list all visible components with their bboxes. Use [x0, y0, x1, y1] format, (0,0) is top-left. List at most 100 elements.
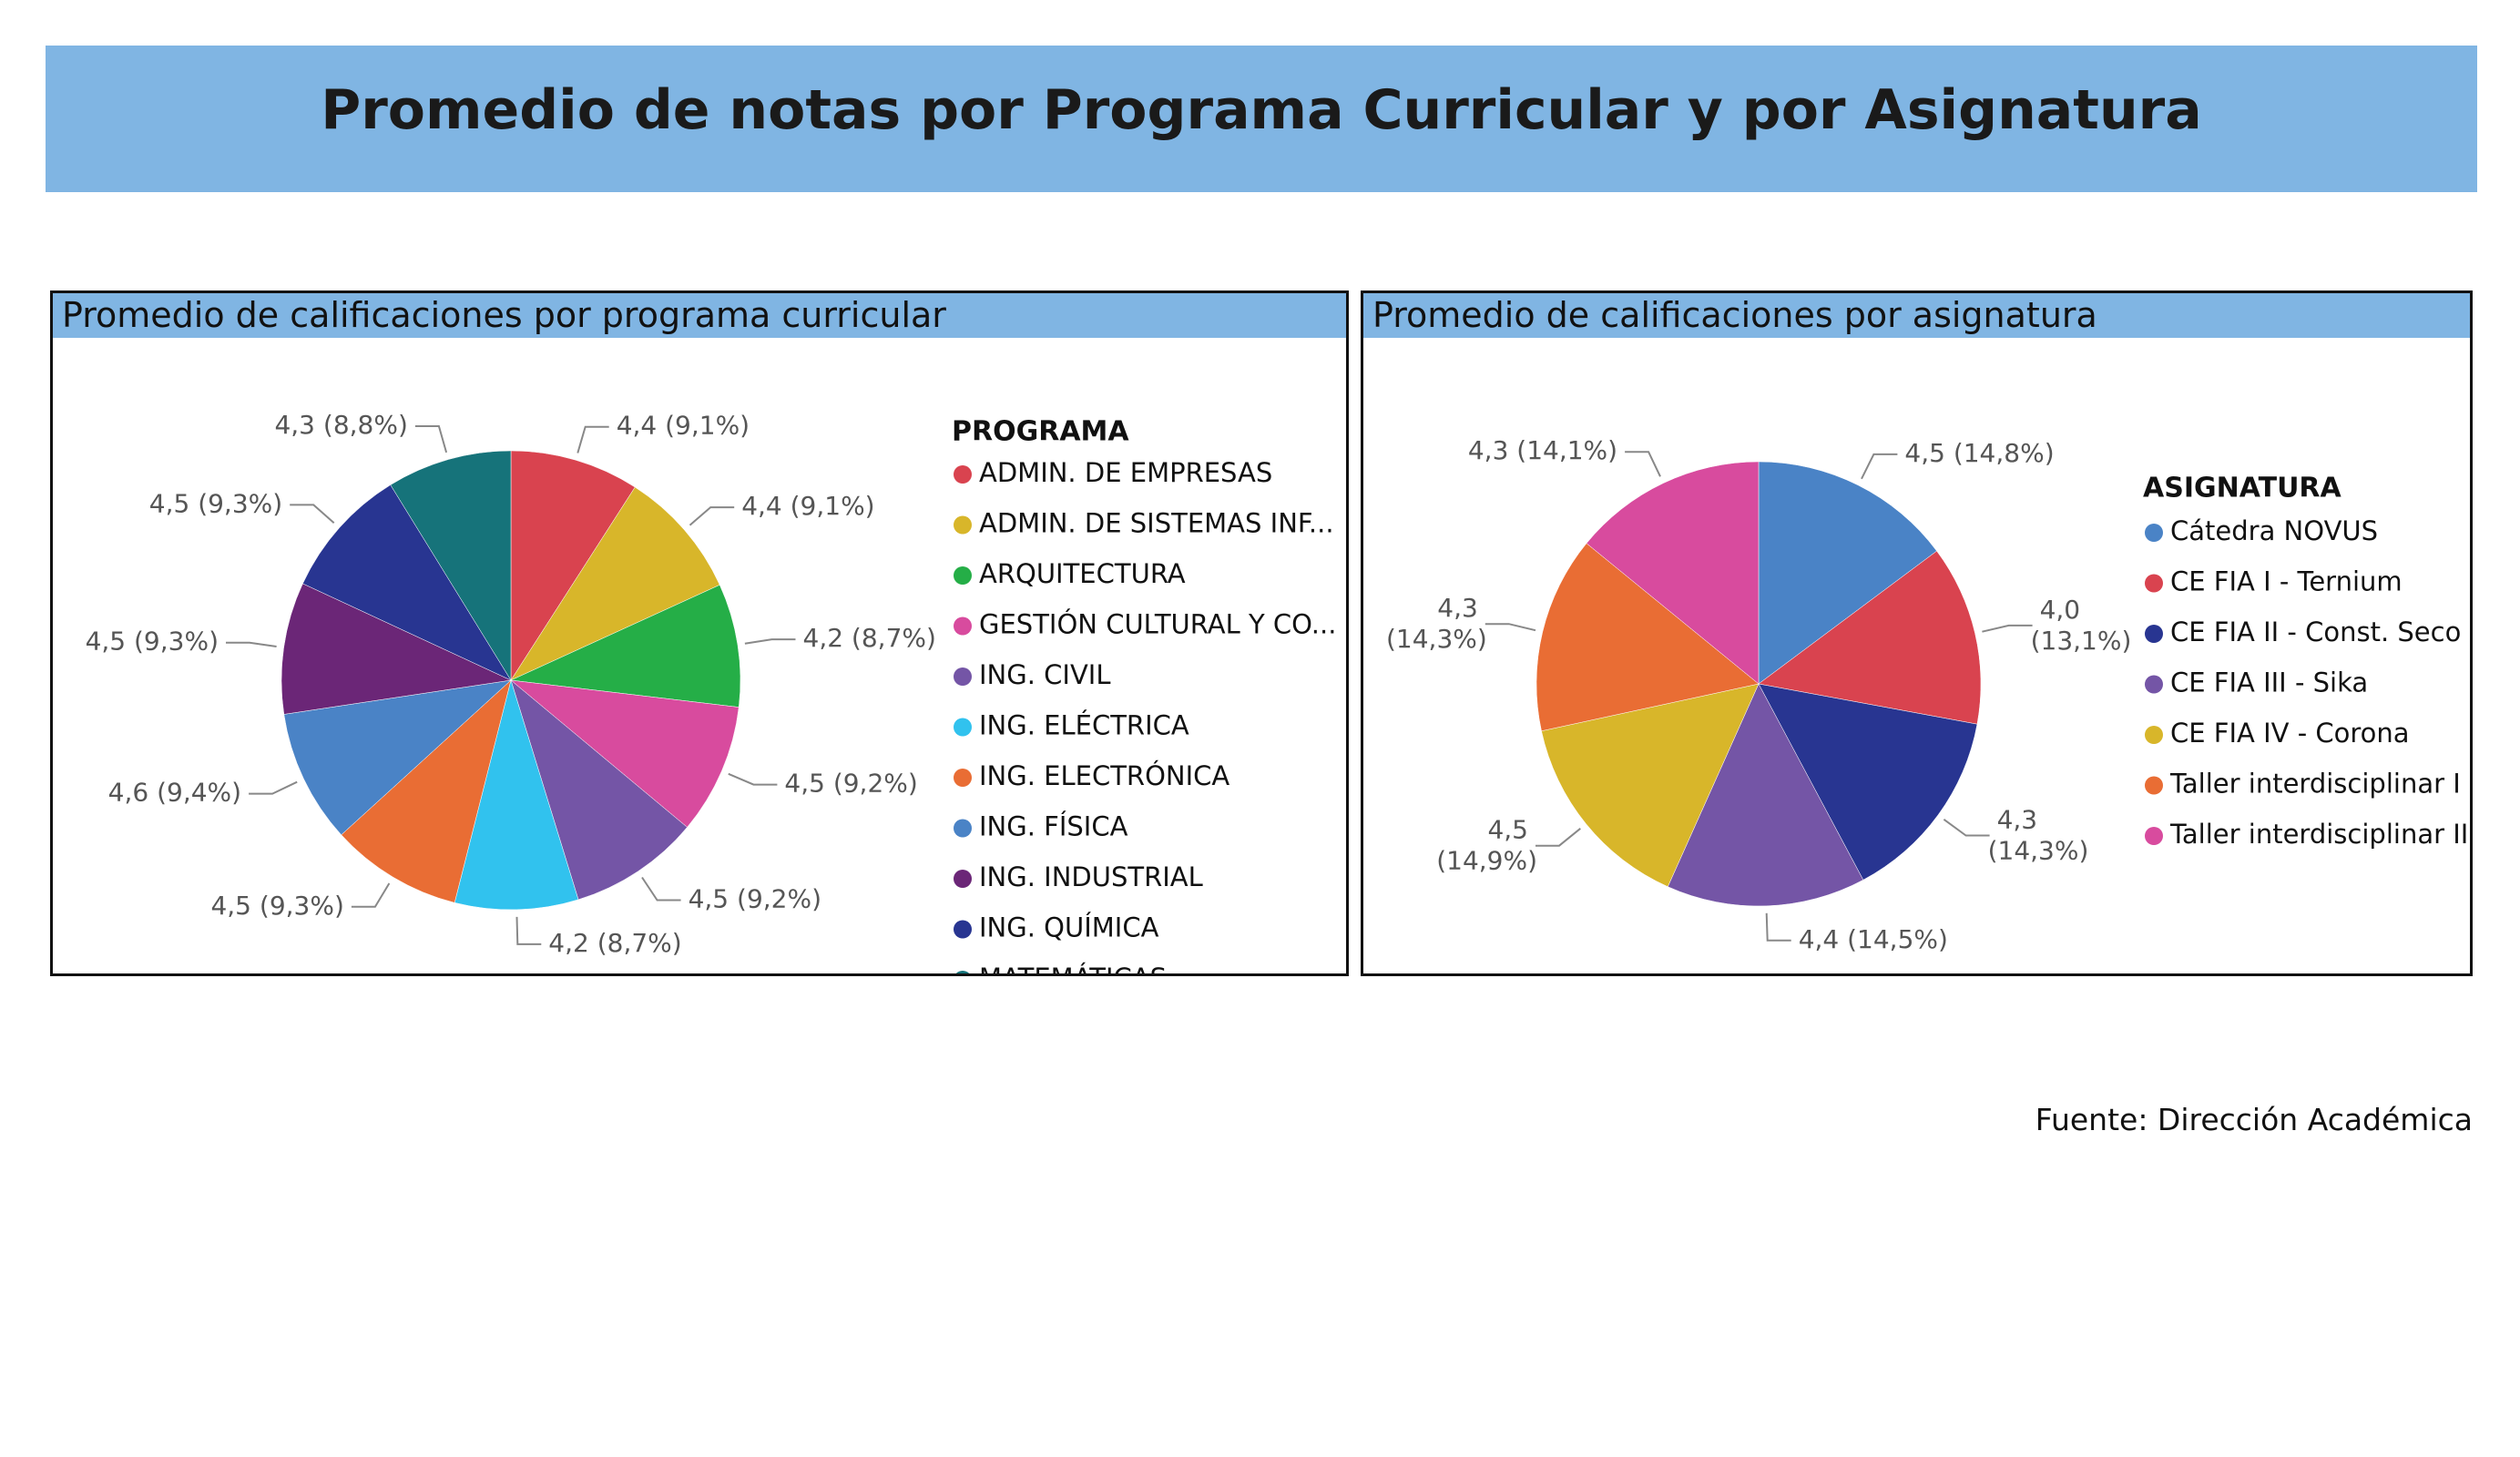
legend-swatch: [2145, 574, 2163, 593]
pie-slice[interactable]: [390, 450, 512, 681]
legend-item[interactable]: ING. ELECTRÓNICA: [979, 760, 1229, 791]
legend-item[interactable]: CE FIA IV - Corona: [2170, 718, 2410, 749]
pie-slice[interactable]: [510, 679, 740, 828]
legend-item[interactable]: Taller interdisciplinar I: [2169, 769, 2461, 800]
label-leader-line: [641, 876, 681, 902]
label-leader-line: [1943, 818, 1990, 837]
pie-slice[interactable]: [510, 584, 741, 708]
data-label: 4,3 (14,1%): [1468, 435, 1617, 465]
legend-swatch: [954, 819, 972, 838]
pie-slice[interactable]: [341, 679, 512, 903]
data-label: 4,5 (9,3%): [149, 488, 282, 518]
legend-item[interactable]: CE FIA I - Ternium: [2170, 566, 2403, 597]
pie-slice[interactable]: [1758, 550, 1982, 725]
label-leader-line: [290, 504, 335, 525]
data-label: 4,5 (14,8%): [1904, 438, 2054, 468]
data-label: 4,4 (14,5%): [1799, 924, 1948, 954]
pie-slice[interactable]: [1541, 683, 1760, 888]
legend-swatch: [954, 616, 972, 636]
header-banner: Promedio de notas por Programa Curricula…: [46, 46, 2477, 192]
data-label: 4,5 (14,9%): [1436, 815, 1537, 876]
pie-slice[interactable]: [1758, 461, 1937, 685]
legend-item[interactable]: MATEMÁTICAS: [979, 963, 1167, 973]
label-leader-line: [689, 506, 735, 526]
pie-slice[interactable]: [454, 679, 579, 911]
pie-chart-asignatura: 4,5 (14,8%) 4,0 (13,1%) 4,3 (14,3%) 4,4 (14,5…: [1386, 435, 2468, 954]
data-label: 4,3 (14,3%): [1386, 593, 1487, 654]
label-leader-line: [728, 772, 778, 786]
legend-swatch: [2145, 776, 2163, 795]
data-label: 4,4 (9,1%): [617, 411, 750, 441]
legend-swatch: [2145, 827, 2163, 845]
pie-slice[interactable]: [281, 583, 512, 715]
pie-slice[interactable]: [302, 484, 512, 681]
pie-slice[interactable]: [510, 486, 720, 681]
label-leader-line: [1861, 453, 1898, 480]
legend-item[interactable]: ADMIN. DE EMPRESAS: [979, 457, 1272, 488]
label-leader-line: [515, 916, 542, 945]
pie-slice[interactable]: [283, 679, 512, 836]
legend-swatch: [954, 515, 972, 535]
legend-swatch: [954, 920, 972, 939]
label-leader-line: [249, 780, 298, 795]
legend-item[interactable]: ING. FÍSICA: [979, 811, 1128, 842]
legend-item[interactable]: ING. INDUSTRIAL: [979, 861, 1203, 892]
legend-item[interactable]: Cátedra NOVUS: [2170, 515, 2378, 546]
chart-title: Promedio de calificaciones por asignatur…: [1363, 293, 2470, 338]
data-label: 4,2 (8,7%): [803, 623, 936, 653]
pie-slice[interactable]: [510, 679, 688, 901]
data-label: 4,3 (14,3%): [1988, 805, 2089, 866]
label-leader-line: [351, 882, 391, 908]
data-label: 4,5 (9,3%): [86, 627, 219, 657]
data-label: 4,5 (9,2%): [689, 884, 821, 914]
legend-swatch: [955, 971, 970, 973]
legend-swatch: [954, 870, 972, 888]
legend-item[interactable]: ARQUITECTURA: [979, 558, 1186, 589]
legend-swatch: [2145, 524, 2163, 542]
legend-title: ASIGNATURA: [2143, 473, 2342, 504]
data-label: 4,5 (9,2%): [784, 769, 917, 799]
pie-slice[interactable]: [1758, 683, 1978, 881]
legend-item[interactable]: ING. QUÍMICA: [979, 912, 1159, 943]
data-label: 4,3 (8,8%): [274, 410, 407, 440]
label-leader-line: [1982, 624, 2033, 633]
legend-swatch: [954, 465, 972, 484]
legend-item[interactable]: Taller interdisciplinar II: [2169, 819, 2468, 850]
source-note: Fuente: Dirección Académica: [2035, 1102, 2473, 1137]
legend-item[interactable]: ADMIN. DE SISTEMAS INF...: [979, 508, 1334, 539]
chart-panel-programa: Promedio de calificaciones por programa …: [50, 290, 1349, 976]
legend-swatch: [954, 566, 972, 585]
page-title: Promedio de notas por Programa Curricula…: [321, 77, 2202, 142]
data-label: 4,0 (13,1%): [2031, 595, 2132, 656]
data-label: 4,4 (9,1%): [741, 491, 874, 521]
chart-panel-asignatura: Promedio de calificaciones por asignatur…: [1361, 290, 2473, 976]
label-leader-line: [414, 425, 448, 453]
pie-slice[interactable]: [510, 450, 636, 681]
label-leader-line: [576, 425, 609, 453]
data-label: 4,5 (9,3%): [210, 891, 343, 921]
label-leader-line: [1625, 451, 1661, 477]
legend-swatch: [2145, 726, 2163, 744]
chart-title: Promedio de calificaciones por programa …: [53, 293, 1346, 338]
legend-item[interactable]: GESTIÓN CULTURAL Y CO...: [979, 609, 1336, 640]
legend-title: PROGRAMA: [952, 416, 1129, 448]
data-label: 4,2 (8,7%): [548, 928, 681, 958]
label-leader-line: [1484, 623, 1536, 632]
legend-swatch: [954, 769, 972, 787]
legend-swatch: [2145, 625, 2163, 643]
legend-swatch: [954, 718, 972, 737]
pie-chart-programa: 4,4 (9,1%) 4,4 (9,1%) 4,2 (8,7%) 4,5 (9,2%)…: [86, 410, 1336, 973]
data-label: 4,6 (9,4%): [108, 778, 241, 808]
label-leader-line: [226, 641, 277, 647]
label-leader-line: [1765, 912, 1791, 942]
legend-item[interactable]: CE FIA II - Const. Seco: [2170, 616, 2461, 647]
label-leader-line: [1535, 828, 1581, 847]
pie-slice[interactable]: [1667, 683, 1864, 907]
legend-item[interactable]: ING. CIVIL: [979, 659, 1111, 690]
pie-slice[interactable]: [1586, 461, 1760, 685]
legend-item[interactable]: CE FIA III - Sika: [2170, 667, 2368, 698]
legend-item[interactable]: ING. ELÉCTRICA: [979, 710, 1189, 741]
legend-swatch: [2145, 675, 2163, 694]
label-leader-line: [744, 638, 796, 645]
pie-slice[interactable]: [1535, 543, 1760, 732]
